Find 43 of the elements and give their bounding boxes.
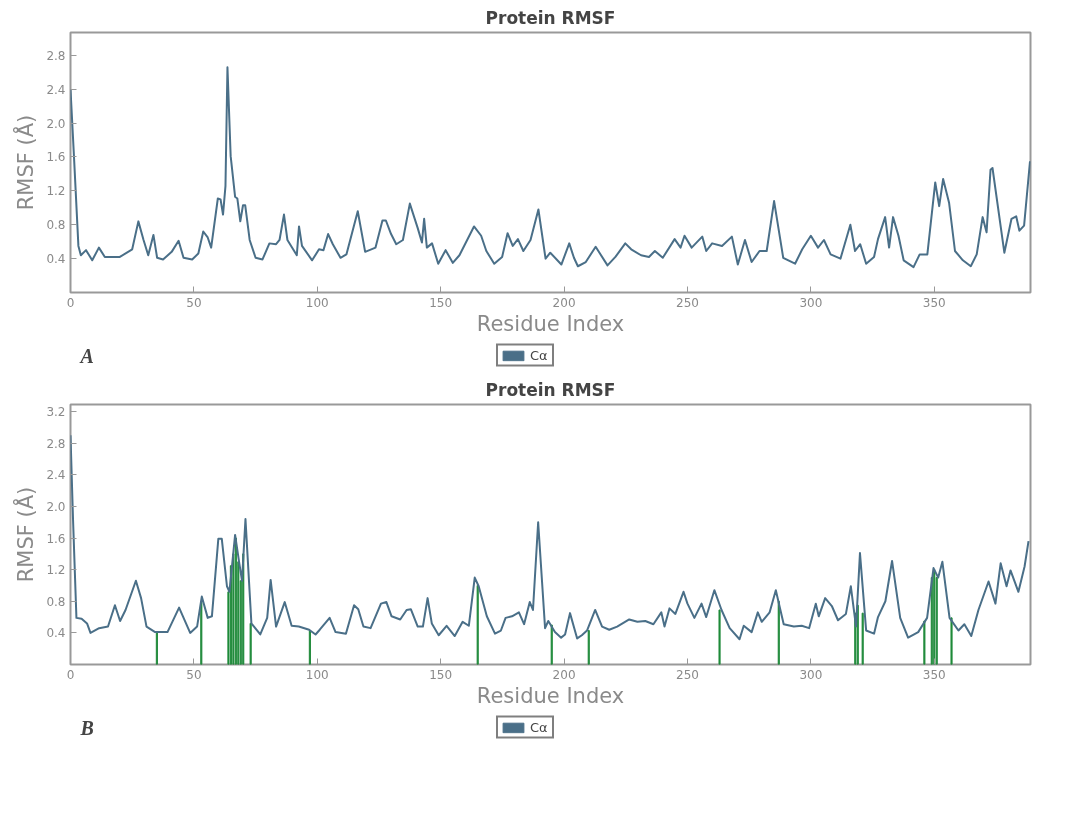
x-tick-label: 300 [799, 667, 823, 682]
y-tick-label: 0.8 [46, 218, 66, 233]
text: A [78, 345, 94, 368]
y-tick-label: 2.8 [46, 436, 66, 451]
y-tick-label: 0.4 [46, 252, 66, 267]
y-tick-label: 1.2 [46, 563, 66, 578]
y-tick-label: 2.0 [46, 116, 66, 131]
x-axis-title: Residue Index [476, 683, 625, 708]
x-tick-label: 50 [186, 295, 202, 310]
x-tick-label: 300 [799, 295, 823, 310]
x-tick-label: 150 [429, 295, 453, 310]
x-tick-label: 100 [305, 295, 329, 310]
y-tick-label: 2.0 [46, 499, 66, 514]
x-axis-title: Residue Index [476, 311, 625, 336]
line-series [70, 66, 1031, 269]
x-tick-label: 50 [186, 667, 202, 682]
y-tick-label: 3.2 [46, 405, 66, 420]
y-tick-label: 1.6 [46, 531, 66, 546]
legend-label: Cα [529, 719, 549, 735]
chart-title: Protein RMSF [485, 379, 616, 400]
chart-title: Protein RMSF [485, 7, 616, 28]
x-tick-label: 100 [305, 667, 329, 682]
x-tick-label: 350 [922, 667, 946, 682]
text: B [79, 717, 94, 740]
x-tick-label: 350 [922, 295, 946, 310]
x-tick-label: 200 [552, 667, 576, 682]
y-tick-label: 0.4 [46, 626, 66, 641]
legend-label: Cα [529, 347, 549, 363]
x-tick-label: 250 [676, 295, 699, 310]
y-tick-label: 2.4 [46, 82, 66, 97]
y-axis-title: RMSF (Å) [12, 114, 39, 211]
y-tick-label: 0.8 [46, 594, 66, 609]
x-tick-label: 0 [66, 667, 75, 682]
y-tick-label: 2.8 [46, 48, 66, 63]
x-tick-label: 150 [429, 667, 453, 682]
y-tick-label: 1.2 [46, 184, 66, 199]
y-tick-label: 1.6 [46, 150, 66, 165]
x-tick-label: 250 [676, 667, 699, 682]
line-series [70, 434, 1030, 641]
y-axis-title: RMSF (Å) [12, 486, 39, 583]
x-tick-label: 0 [66, 295, 75, 310]
y-tick-label: 2.4 [46, 468, 66, 483]
x-tick-label: 200 [552, 295, 576, 310]
